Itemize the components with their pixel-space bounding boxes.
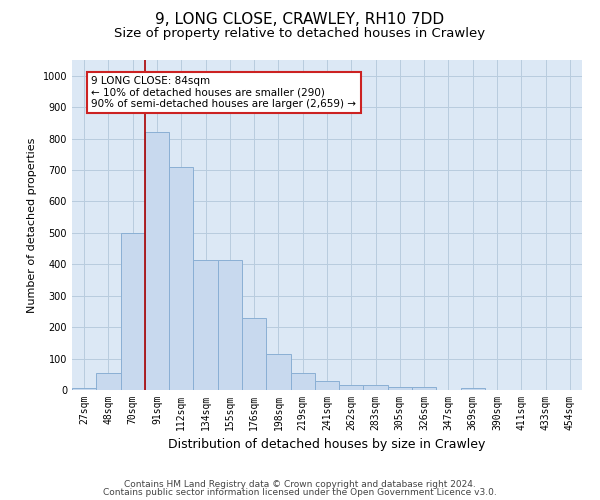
Bar	[193, 260, 218, 390]
Text: Size of property relative to detached houses in Crawley: Size of property relative to detached ho…	[115, 28, 485, 40]
X-axis label: Distribution of detached houses by size in Crawley: Distribution of detached houses by size …	[169, 438, 485, 452]
Bar	[339, 386, 364, 390]
Bar	[266, 354, 290, 390]
Text: 9, LONG CLOSE, CRAWLEY, RH10 7DD: 9, LONG CLOSE, CRAWLEY, RH10 7DD	[155, 12, 445, 28]
Y-axis label: Number of detached properties: Number of detached properties	[27, 138, 37, 312]
Bar	[121, 233, 145, 390]
Bar	[388, 387, 412, 390]
Bar	[315, 380, 339, 390]
Bar	[242, 318, 266, 390]
Text: Contains public sector information licensed under the Open Government Licence v3: Contains public sector information licen…	[103, 488, 497, 497]
Bar	[461, 388, 485, 390]
Bar	[72, 388, 96, 390]
Bar	[290, 372, 315, 390]
Bar	[412, 387, 436, 390]
Text: 9 LONG CLOSE: 84sqm
← 10% of detached houses are smaller (290)
90% of semi-detac: 9 LONG CLOSE: 84sqm ← 10% of detached ho…	[91, 76, 356, 109]
Bar	[96, 372, 121, 390]
Bar	[169, 167, 193, 390]
Text: Contains HM Land Registry data © Crown copyright and database right 2024.: Contains HM Land Registry data © Crown c…	[124, 480, 476, 489]
Bar	[145, 132, 169, 390]
Bar	[218, 260, 242, 390]
Bar	[364, 386, 388, 390]
